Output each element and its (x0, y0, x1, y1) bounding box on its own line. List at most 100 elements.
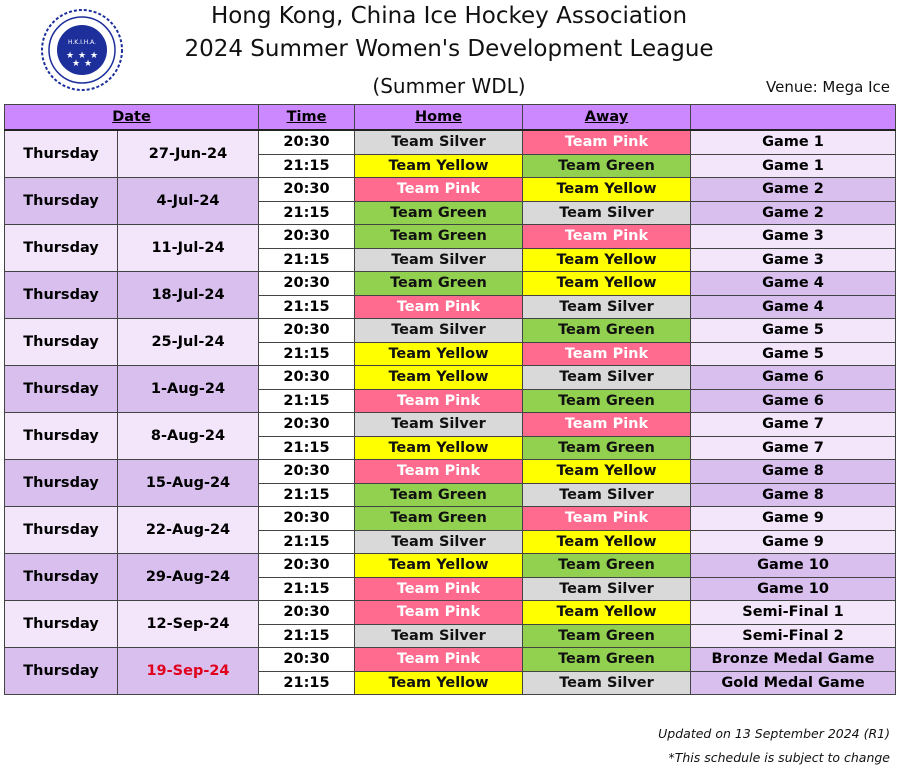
table-row: Thursday 29-Aug-24 20:30 Team Yellow Team Gr… (4, 553, 896, 601)
date-cell: 11-Jul-24 (117, 224, 259, 272)
home-team-cell: Team Yellow (354, 670, 523, 695)
date-cell: 22-Aug-24 (117, 506, 259, 554)
date-cell: 1-Aug-24 (117, 365, 259, 413)
table-row: Thursday 4-Jul-24 20:30 Team Pink Team Yello… (4, 177, 896, 225)
svg-text:★: ★ (78, 51, 86, 61)
away-team-cell: Team Pink (522, 506, 691, 531)
day-cell: Thursday (4, 129, 118, 178)
date-cell: 12-Sep-24 (117, 600, 259, 648)
home-team-cell: Team Green (354, 506, 523, 531)
logo-text: H.K.I.H.A. (68, 39, 96, 46)
schedule-table: Date Time Home Away Thursday 27-Jun-24 20:… (4, 104, 896, 695)
title-league: 2024 Summer Women's Development League (184, 36, 714, 62)
home-team-cell: Team Silver (354, 129, 523, 155)
time-cell: 21:15 (258, 482, 355, 507)
day-cell: Thursday (4, 553, 118, 601)
day-cell: Thursday (4, 177, 118, 225)
date-cell: 27-Jun-24 (117, 129, 259, 178)
time-cell: 20:30 (258, 506, 355, 531)
time-cell: 21:15 (258, 576, 355, 601)
time-cell: 21:15 (258, 200, 355, 225)
game-label-cell: Game 3 (690, 224, 896, 249)
home-team-cell: Team Yellow (354, 365, 523, 390)
game-label-cell: Game 7 (690, 412, 896, 437)
game-label-cell: Game 1 (690, 153, 896, 178)
day-cell: Thursday (4, 224, 118, 272)
table-row: Thursday 11-Jul-24 20:30 Team Green Team Pin… (4, 224, 896, 272)
home-team-cell: Team Yellow (354, 435, 523, 460)
table-row: 21:15 Team Pink Team Green Game 6 (5, 388, 896, 413)
away-team-cell: Team Green (522, 553, 691, 578)
home-team-cell: Team Green (354, 200, 523, 225)
svg-text:★: ★ (66, 51, 74, 61)
table-row: Thursday 19-Sep-24 20:30 Team Pink Team Gree… (4, 647, 896, 695)
table-row: 21:15 Team Pink Team Silver Game 10 (5, 576, 896, 601)
away-team-cell: Team Silver (522, 294, 691, 319)
away-team-cell: Team Green (522, 153, 691, 178)
time-cell: 21:15 (258, 670, 355, 695)
home-team-cell: Team Pink (354, 576, 523, 601)
table-row: Thursday 1-Aug-24 20:30 Team Yellow Team Sil… (4, 365, 896, 413)
time-cell: 20:30 (258, 224, 355, 249)
game-label-cell: Game 5 (690, 341, 896, 366)
col-time-header: Time (258, 104, 355, 131)
day-cell: Thursday (4, 459, 118, 507)
table-row: Thursday 27-Jun-24 20:30 Team Silver Team Pi… (4, 129, 896, 178)
away-team-cell: Team Yellow (522, 529, 691, 554)
date-cell: 25-Jul-24 (117, 318, 259, 366)
away-team-cell: Team Green (522, 435, 691, 460)
away-team-cell: Team Silver (522, 200, 691, 225)
game-label-cell: Game 8 (690, 482, 896, 507)
game-label-cell: Game 4 (690, 271, 896, 296)
away-team-cell: Team Pink (522, 224, 691, 249)
away-team-cell: Team Yellow (522, 177, 691, 202)
table-row: 21:15 Team Pink Team Silver Game 4 (5, 294, 896, 319)
game-label-cell: Game 7 (690, 435, 896, 460)
time-cell: 21:15 (258, 435, 355, 460)
table-row: 21:15 Team Green Team Silver Game 8 (5, 482, 896, 507)
game-label-cell: Semi-Final 2 (690, 623, 896, 648)
date-cell: 29-Aug-24 (117, 553, 259, 601)
time-cell: 20:30 (258, 129, 355, 155)
game-label-cell: Game 3 (690, 247, 896, 272)
away-team-cell: Team Yellow (522, 459, 691, 484)
away-team-cell: Team Silver (522, 576, 691, 601)
table-row: Thursday 12-Sep-24 20:30 Team Pink Team Yell… (4, 600, 896, 648)
home-team-cell: Team Silver (354, 623, 523, 648)
home-team-cell: Team Green (354, 224, 523, 249)
time-cell: 20:30 (258, 271, 355, 296)
home-team-cell: Team Pink (354, 459, 523, 484)
time-cell: 21:15 (258, 294, 355, 319)
title-short: (Summer WDL) (372, 74, 526, 98)
day-cell: Thursday (4, 412, 118, 460)
away-team-cell: Team Yellow (522, 600, 691, 625)
home-team-cell: Team Silver (354, 529, 523, 554)
date-cell: 19-Sep-24 (117, 647, 259, 695)
time-cell: 21:15 (258, 247, 355, 272)
svg-text:★: ★ (90, 51, 98, 61)
table-row: 21:15 Team Silver Team Yellow Game 9 (5, 529, 896, 554)
game-label-cell: Game 6 (690, 388, 896, 413)
game-label-cell: Game 4 (690, 294, 896, 319)
table-row: Thursday 25-Jul-24 20:30 Team Silver Team Gr… (4, 318, 896, 366)
hkiha-logo: H.K.I.H.A. ★ ★ ★ ★ ★ (41, 9, 123, 91)
time-cell: 21:15 (258, 341, 355, 366)
home-team-cell: Team Silver (354, 412, 523, 437)
time-cell: 21:15 (258, 529, 355, 554)
day-cell: Thursday (4, 600, 118, 648)
header-row: Date Time Home Away (4, 104, 896, 131)
time-cell: 20:30 (258, 459, 355, 484)
game-label-cell: Game 5 (690, 318, 896, 343)
title-association: Hong Kong, China Ice Hockey Association (210, 3, 688, 29)
away-team-cell: Team Silver (522, 365, 691, 390)
game-label-cell: Game 2 (690, 200, 896, 225)
home-team-cell: Team Yellow (354, 153, 523, 178)
svg-text:★: ★ (72, 59, 80, 69)
home-team-cell: Team Pink (354, 647, 523, 672)
away-team-cell: Team Green (522, 623, 691, 648)
home-team-cell: Team Yellow (354, 553, 523, 578)
table-row: 21:15 Team Green Team Silver Game 2 (5, 200, 896, 225)
table-row: Thursday 15-Aug-24 20:30 Team Pink Team Yell… (4, 459, 896, 507)
home-team-cell: Team Green (354, 482, 523, 507)
time-cell: 20:30 (258, 647, 355, 672)
